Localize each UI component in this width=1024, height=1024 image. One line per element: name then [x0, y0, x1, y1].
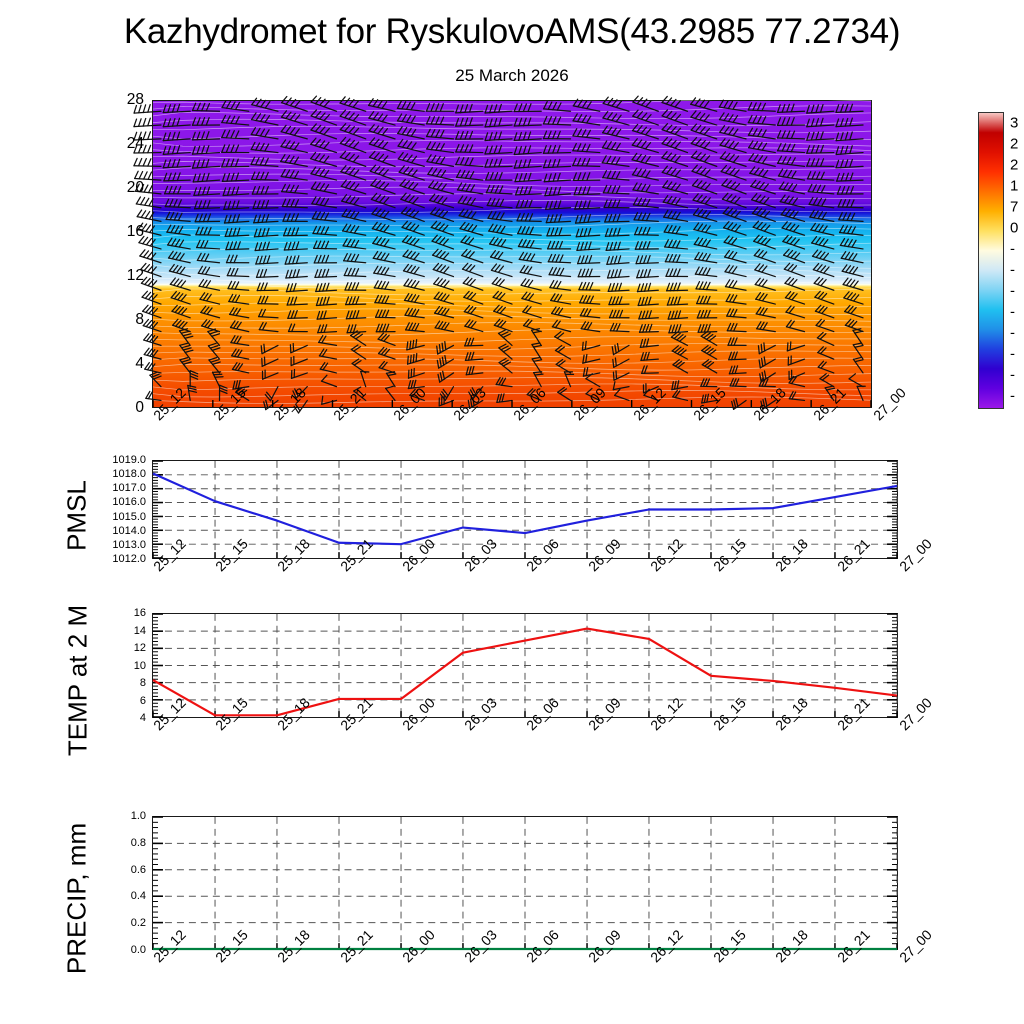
y-tick-label: 0 [135, 399, 144, 416]
gridlines [153, 461, 898, 558]
y-tick-label: 12 [133, 642, 146, 654]
y-tick-label: 8 [139, 677, 146, 689]
temp2m-line [152, 627, 898, 717]
y-tick-label: 28 [126, 91, 144, 108]
colorbar-tick-label: 1 [1010, 177, 1019, 195]
y-tick-label: 16 [133, 607, 146, 619]
colorbar-tick-label: - [1010, 324, 1015, 342]
y-tick-label: 1017.0 [112, 482, 146, 495]
y-tick-label: 10 [133, 659, 146, 672]
y-tick-label: 0.4 [130, 890, 146, 903]
page-subtitle: 25 March 2026 [455, 66, 569, 85]
wind-barbs [133, 95, 866, 414]
colorbar-tick-label: - [1010, 240, 1015, 258]
y-tick-label: 12 [126, 267, 144, 284]
temp2m-axis-title: TEMP at 2 M [62, 604, 93, 757]
minor-ticks [153, 613, 897, 718]
y-tick-label: 0.8 [130, 836, 146, 849]
x-tick-label: 27_00 [896, 694, 935, 734]
y-tick-label: 1.0 [130, 810, 146, 822]
y-tick-label: 16 [126, 223, 144, 240]
y-tick-label: 20 [126, 179, 144, 196]
y-tick-label: 1016.0 [112, 496, 146, 509]
x-tick-label: 27_00 [896, 926, 935, 966]
colorbar-tick-label: - [1010, 282, 1015, 300]
page-title: Kazhydromet for RyskulovoAMS(43.2985 77.… [123, 12, 901, 51]
precip-axis-title: PRECIP, mm [61, 822, 92, 975]
x-tick-label: 27_00 [896, 535, 935, 575]
colorbar-tick-label: 3 [1010, 114, 1019, 132]
y-tick-label: 4 [135, 355, 144, 372]
temperature-colorbar [978, 112, 1004, 409]
colorbar-tick-label: 2 [1010, 135, 1019, 153]
y-tick-label: 0.2 [130, 917, 146, 930]
gridlines [153, 817, 898, 949]
y-tick-label: 0.6 [130, 863, 146, 876]
y-tick-label: 1014.0 [112, 524, 146, 537]
y-tick-label: 6 [139, 694, 146, 707]
y-tick-label: 14 [133, 624, 146, 637]
minor-ticks [153, 460, 897, 559]
colorbar-tick-label: - [1010, 345, 1015, 363]
y-tick-label: 1018.0 [112, 468, 146, 481]
colorbar-tick-label: 0 [1010, 219, 1019, 237]
precip-panel [152, 816, 898, 951]
y-tick-label: 1019.0 [112, 454, 146, 466]
y-tick-label: 24 [126, 135, 144, 152]
y-tick-label: 0.0 [130, 944, 146, 956]
pmsl-line [152, 472, 898, 546]
cross-section-panel [133, 91, 872, 414]
colorbar-tick-label: - [1010, 366, 1015, 384]
x-ticks [152, 552, 898, 558]
y-tick-label: 8 [135, 311, 144, 328]
y-tick-label: 1015.0 [112, 510, 146, 523]
y-tick-label: 4 [139, 712, 146, 724]
y-tick-label: 1012.0 [112, 553, 146, 565]
colorbar-tick-label: 7 [1010, 198, 1019, 216]
colorbar-tick-label: - [1010, 261, 1015, 279]
x-tick-label: 27_00 [870, 384, 909, 424]
y-tick-label: 1013.0 [112, 538, 146, 551]
pmsl-panel [152, 460, 898, 559]
colorbar-tick-label: 2 [1010, 156, 1019, 174]
temp2m-panel [152, 613, 898, 718]
temperature-fill [153, 101, 871, 407]
gridlines [153, 614, 898, 717]
colorbar-tick-label: - [1010, 303, 1015, 321]
colorbar-tick-label: - [1010, 387, 1015, 405]
